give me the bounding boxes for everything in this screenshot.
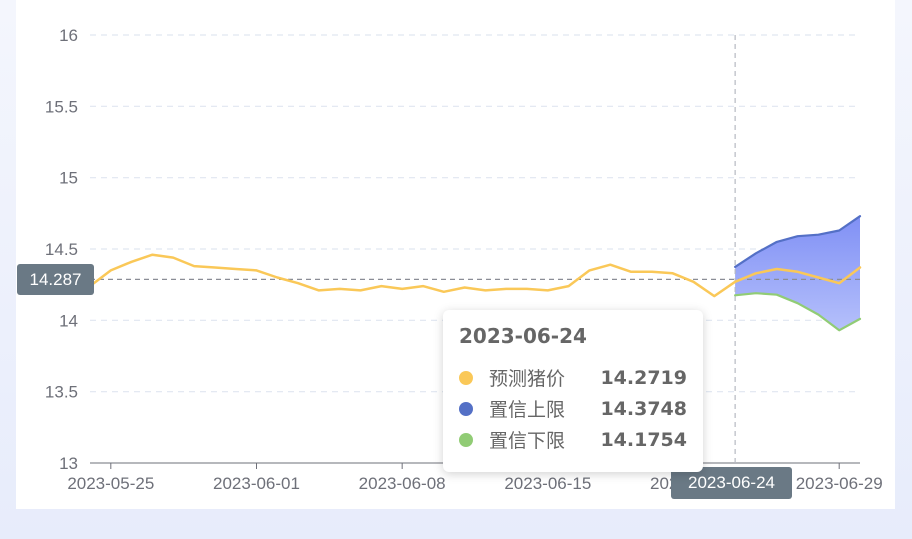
y-tick-label: 13 xyxy=(59,454,78,473)
tooltip-row-forecast: 预测猪价 14.2719 xyxy=(459,362,687,393)
x-tick-label: 2023-05-25 xyxy=(67,474,154,493)
tooltip-title: 2023-06-24 xyxy=(459,324,587,348)
x-axis-pointer-label: 2023-06-24 xyxy=(671,467,792,499)
tooltip-series-value: 14.3748 xyxy=(600,397,687,420)
y-tick-label: 15.5 xyxy=(45,97,78,116)
x-tick-label: 2023-06-15 xyxy=(504,474,591,493)
forecast-dot-icon xyxy=(459,370,473,385)
tooltip-row-lower: 置信下限 14.1754 xyxy=(459,424,687,455)
x-tick-label: 2023-06-01 xyxy=(213,474,300,493)
y-tick-label: 16 xyxy=(59,26,78,45)
tooltip-series-value: 14.1754 xyxy=(600,428,687,451)
y-tick-label: 14.5 xyxy=(45,240,78,259)
series-line-upper xyxy=(734,215,862,268)
tooltip-row-upper: 置信上限 14.3748 xyxy=(459,393,687,424)
x-tick-label: 2023-06-29 xyxy=(796,474,883,493)
tooltip-series-name: 置信上限 xyxy=(489,399,566,421)
lower-dot-icon xyxy=(459,432,473,447)
line-chart[interactable]: 13 13.5 14 14.5 15 15.5 16 2023-05-25 2023-06-01… xyxy=(16,0,895,509)
x-tick-label: 2023-06-08 xyxy=(359,474,446,493)
tooltip-series-name: 预测猪价 xyxy=(489,368,566,390)
series-line-forecast xyxy=(88,253,862,298)
chart-tooltip: 2023-06-24 预测猪价 14.2719 置信上限 14.3748 置信下… xyxy=(443,310,703,472)
y-axis-pointer-label: 14.287 xyxy=(17,264,94,295)
y-tick-label: 15 xyxy=(59,169,78,188)
y-tick-label: 13.5 xyxy=(45,383,78,402)
confidence-band-area xyxy=(735,216,860,331)
upper-dot-icon xyxy=(459,401,473,416)
tooltip-series-name: 置信下限 xyxy=(489,430,566,452)
series-line-lower xyxy=(734,292,862,332)
y-tick-label: 14 xyxy=(59,311,78,330)
tooltip-series-value: 14.2719 xyxy=(600,366,687,389)
